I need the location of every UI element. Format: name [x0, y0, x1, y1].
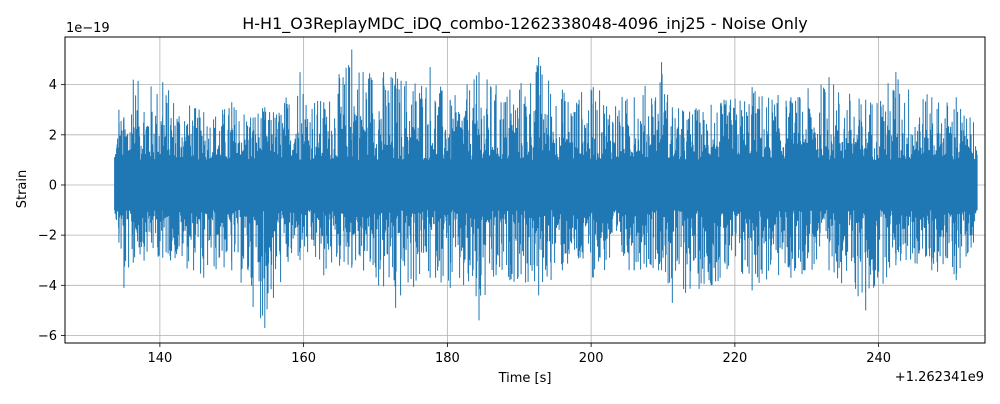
x-tick-label: 180	[435, 351, 460, 366]
plot-frame	[64, 36, 986, 344]
strain-series-line	[114, 49, 978, 328]
x-tick-label: 140	[147, 351, 172, 366]
y-tick-label: −2	[38, 229, 57, 244]
x-tick-label: 160	[291, 351, 316, 366]
y-axis-label: Strain	[15, 170, 30, 209]
chart-title: H-H1_O3ReplayMDC_iDQ_combo-1262338048-40…	[242, 14, 808, 34]
tick-layer: 140 160 180 200 220 240 −6 −4 −2 0 2 4	[38, 78, 891, 366]
x-axis-label: Time [s]	[498, 371, 552, 386]
x-tick-label: 240	[866, 351, 891, 366]
x-offset-label: +1.262341e9	[895, 370, 984, 385]
x-tick-label: 220	[722, 351, 747, 366]
y-tick-label: 4	[49, 78, 57, 93]
y-tick-label: 0	[49, 178, 57, 193]
y-tick-label: −4	[38, 279, 57, 294]
y-tick-label: 2	[49, 128, 57, 143]
y-scale-label: 1e−19	[66, 21, 110, 36]
data-layer	[114, 49, 978, 328]
y-tick-label: −6	[38, 329, 57, 344]
x-tick-label: 200	[579, 351, 604, 366]
